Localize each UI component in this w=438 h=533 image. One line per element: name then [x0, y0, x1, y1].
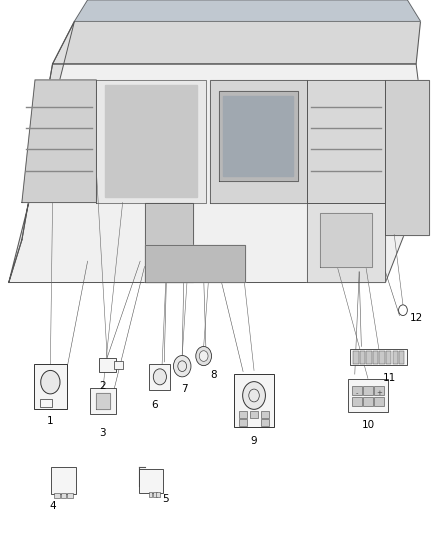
Polygon shape	[74, 0, 420, 21]
Text: 1: 1	[47, 416, 54, 426]
Polygon shape	[9, 64, 429, 282]
Polygon shape	[210, 80, 307, 203]
Text: 12: 12	[410, 313, 423, 323]
Text: 2: 2	[99, 382, 106, 391]
Polygon shape	[307, 203, 385, 282]
Circle shape	[178, 361, 187, 372]
Text: 4: 4	[49, 502, 56, 511]
Bar	[261, 419, 269, 426]
Polygon shape	[320, 213, 372, 266]
Polygon shape	[385, 80, 429, 235]
Circle shape	[41, 370, 60, 394]
Polygon shape	[96, 393, 110, 409]
Bar	[373, 351, 378, 364]
Polygon shape	[219, 91, 298, 181]
Text: +: +	[376, 390, 382, 396]
Bar	[156, 492, 160, 497]
Bar	[363, 386, 373, 395]
Bar	[54, 493, 60, 498]
Polygon shape	[223, 96, 293, 176]
Circle shape	[249, 389, 259, 402]
Circle shape	[399, 305, 407, 316]
Bar	[367, 351, 372, 364]
Bar	[374, 397, 384, 406]
Bar	[51, 467, 75, 494]
Bar	[67, 493, 73, 498]
Bar	[149, 492, 152, 497]
Bar	[261, 411, 269, 418]
Bar	[250, 411, 258, 418]
Bar	[379, 351, 385, 364]
Bar	[353, 351, 359, 364]
Bar	[399, 351, 404, 364]
Bar	[34, 364, 67, 409]
Bar	[234, 374, 274, 427]
Bar	[239, 411, 247, 418]
Circle shape	[243, 382, 265, 409]
Bar	[352, 397, 362, 406]
Text: 6: 6	[151, 400, 158, 409]
Polygon shape	[53, 21, 420, 64]
Polygon shape	[145, 245, 245, 282]
Polygon shape	[22, 80, 96, 203]
Bar	[40, 400, 52, 407]
Text: 7: 7	[181, 384, 188, 393]
Bar	[139, 469, 163, 492]
Bar	[149, 364, 170, 390]
Text: 9: 9	[251, 436, 258, 446]
Bar	[153, 492, 157, 497]
Bar	[374, 386, 384, 395]
Bar	[352, 386, 362, 395]
Bar	[90, 388, 116, 414]
Text: 8: 8	[210, 370, 217, 379]
Bar	[99, 358, 116, 372]
Bar	[239, 419, 247, 426]
Circle shape	[199, 351, 208, 361]
Polygon shape	[9, 21, 74, 282]
Bar	[61, 493, 66, 498]
Bar	[350, 349, 407, 365]
Text: 11: 11	[383, 374, 396, 383]
Text: 10: 10	[361, 420, 374, 430]
Bar	[386, 351, 391, 364]
Circle shape	[153, 369, 166, 385]
Bar	[114, 361, 123, 369]
Text: 3: 3	[99, 428, 106, 438]
Polygon shape	[145, 203, 193, 282]
Polygon shape	[307, 80, 385, 203]
Bar	[392, 351, 398, 364]
Circle shape	[196, 346, 212, 366]
Bar	[360, 351, 365, 364]
Bar	[363, 397, 373, 406]
Text: 5: 5	[162, 495, 169, 504]
Bar	[348, 379, 388, 412]
Text: -: -	[355, 390, 358, 396]
Circle shape	[173, 356, 191, 377]
Polygon shape	[96, 80, 206, 203]
Polygon shape	[105, 85, 197, 197]
